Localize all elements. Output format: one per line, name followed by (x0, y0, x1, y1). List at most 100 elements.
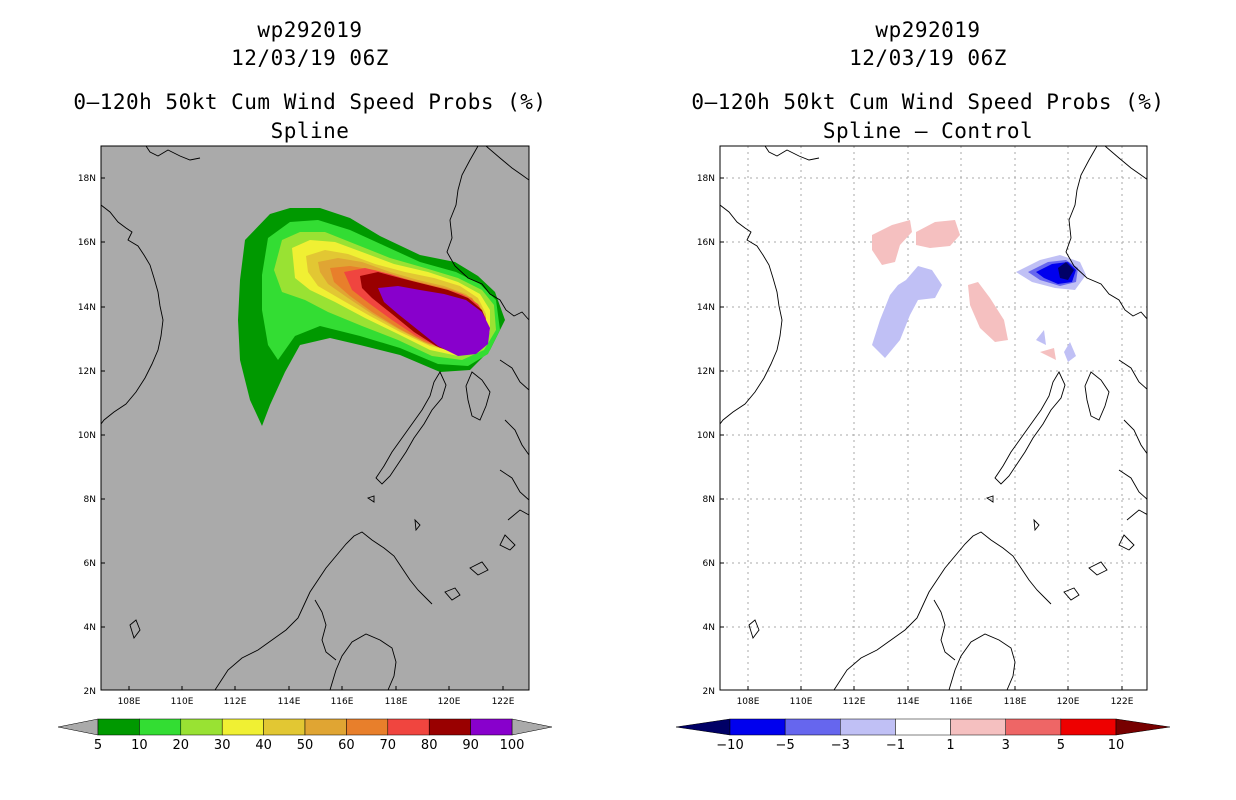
right-colorbar-label: −1 (886, 738, 905, 753)
right-lon-label: 116E (950, 697, 973, 707)
left-lat-label: 6N (84, 559, 96, 569)
prob-contour-90 (378, 286, 490, 356)
right-lon-label: 122E (1111, 697, 1134, 707)
left-lat-label: 2N (84, 687, 96, 697)
right-colorbar-swatch (1005, 718, 1062, 736)
diff-negative-5 (1058, 262, 1074, 280)
left-map-panel: 18N 16N 14N 12N 10N 8N 6N 4N 2N 108E 110… (78, 145, 530, 707)
right-lon-label: 112E (843, 697, 866, 707)
left-lon-label: 110E (171, 697, 194, 707)
left-lon-label: 112E (224, 697, 247, 707)
right-colorbar-swatches (675, 718, 1171, 736)
right-colorbar-swatch (950, 718, 1006, 736)
left-lon-label: 118E (385, 697, 408, 707)
right-lon-label: 118E (1004, 697, 1027, 707)
left-colorbar-swatch (470, 718, 513, 736)
right-product-title: 0–120h 50kt Cum Wind Speed Probs (%) (691, 90, 1165, 114)
right-lon-label: 110E (790, 697, 813, 707)
left-lon-label: 116E (331, 697, 354, 707)
left-colorbar-swatch (221, 718, 264, 736)
right-lat-label: 14N (697, 303, 715, 313)
left-map-frame (100, 145, 530, 691)
left-colorbar-label: 70 (380, 738, 397, 753)
left-colorbar-labels: 5 10 20 30 40 50 60 70 80 90 100 (94, 738, 525, 753)
left-product-title: 0–120h 50kt Cum Wind Speed Probs (%) (73, 90, 547, 114)
left-lat-label: 18N (78, 174, 96, 184)
left-colorbar-swatch (304, 718, 347, 736)
left-colorbar-swatch (346, 718, 389, 736)
left-lat-label: 10N (78, 431, 96, 441)
right-colorbar-swatch (895, 718, 951, 736)
left-colorbar-high-arrow (511, 718, 553, 736)
right-lat-label: 6N (703, 559, 715, 569)
right-gridlines (720, 146, 1147, 690)
right-colorbar-label: −10 (716, 738, 743, 753)
left-colorbar-label: 80 (421, 738, 438, 753)
right-map-frame (719, 145, 1148, 691)
left-colorbar: 5 10 20 30 40 50 60 70 80 90 100 (57, 718, 553, 753)
diff-negative-7 (1064, 342, 1076, 362)
left-lat-label: 4N (84, 623, 96, 633)
left-colorbar-swatch (139, 718, 182, 736)
right-lon-labels: 108E 110E 112E 114E 116E 118E 120E 122E (737, 697, 1134, 707)
left-lat-label: 16N (78, 238, 96, 248)
right-colorbar: −10 −5 −3 −1 1 3 5 10 (675, 718, 1171, 753)
right-colorbar-label: 3 (1002, 738, 1010, 753)
diff-positive-3 (968, 282, 1008, 342)
left-lon-label: 114E (278, 697, 301, 707)
diff-negative-1 (872, 266, 942, 358)
right-map-panel: 18N 16N 14N 12N 10N 8N 6N 4N 2N 108E 110… (697, 145, 1148, 707)
left-lon-label: 108E (118, 697, 141, 707)
right-storm-id: wp292019 (875, 18, 981, 42)
left-tick-marks (101, 177, 504, 690)
right-lon-label: 108E (737, 697, 760, 707)
right-colorbar-swatch (1060, 718, 1117, 736)
right-colorbar-label: 1 (946, 738, 954, 753)
left-colorbar-swatches (97, 718, 513, 736)
right-colorbar-swatch (784, 718, 841, 736)
right-lat-label: 12N (697, 367, 715, 377)
left-lat-label: 14N (78, 303, 96, 313)
left-colorbar-label: 5 (94, 738, 102, 753)
right-colorbar-label: −3 (831, 738, 850, 753)
right-lat-label: 4N (703, 623, 715, 633)
right-tick-marks (720, 177, 1123, 690)
diff-negative-6 (1036, 330, 1046, 345)
diff-positive-1 (872, 220, 912, 265)
left-colorbar-swatch (263, 718, 306, 736)
right-colorbar-labels: −10 −5 −3 −1 1 3 5 10 (716, 738, 1124, 753)
left-subtitle: Spline (270, 119, 350, 143)
right-colorbar-label: −5 (776, 738, 795, 753)
left-lat-labels: 18N 16N 14N 12N 10N 8N 6N 4N 2N (78, 174, 96, 697)
left-colorbar-label: 50 (297, 738, 314, 753)
left-lat-label: 12N (78, 367, 96, 377)
right-colorbar-high-arrow (1115, 718, 1171, 736)
left-colorbar-label: 30 (214, 738, 231, 753)
right-colorbar-swatch (729, 718, 786, 736)
left-colorbar-swatch (97, 718, 140, 736)
diff-positive-2 (916, 220, 960, 248)
right-subtitle: Spline – Control (822, 119, 1034, 143)
left-lon-labels: 108E 110E 112E 114E 116E 118E 120E 122E (118, 697, 515, 707)
diff-positive-4 (1040, 348, 1056, 360)
left-colorbar-swatch (428, 718, 471, 736)
left-colorbar-label: 10 (131, 738, 148, 753)
right-colorbar-label: 10 (1108, 738, 1125, 753)
left-colorbar-label: 60 (338, 738, 355, 753)
left-lon-label: 122E (492, 697, 515, 707)
left-colorbar-low-arrow (57, 718, 99, 736)
right-colorbar-swatch (840, 718, 896, 736)
left-colorbar-swatch (180, 718, 223, 736)
right-lat-label: 16N (697, 238, 715, 248)
left-colorbar-label: 20 (173, 738, 190, 753)
left-colorbar-swatch (387, 718, 430, 736)
left-colorbar-label: 100 (500, 738, 525, 753)
left-lat-label: 8N (84, 495, 96, 505)
right-datetime: 12/03/19 06Z (849, 46, 1007, 70)
right-lon-label: 120E (1057, 697, 1080, 707)
left-colorbar-label: 40 (255, 738, 272, 753)
right-lat-label: 2N (703, 687, 715, 697)
right-lon-label: 114E (897, 697, 920, 707)
left-storm-id: wp292019 (257, 18, 363, 42)
